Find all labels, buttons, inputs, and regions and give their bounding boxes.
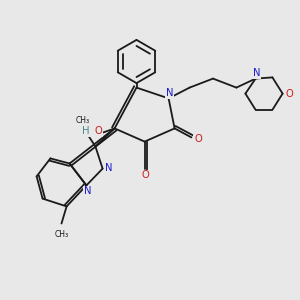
Text: N: N <box>253 68 260 78</box>
Text: N: N <box>166 88 174 98</box>
Text: N: N <box>84 186 91 197</box>
Text: O: O <box>94 126 102 136</box>
Text: O: O <box>194 134 202 144</box>
Text: CH₃: CH₃ <box>76 116 90 125</box>
Text: O: O <box>285 88 293 99</box>
Text: N: N <box>105 163 112 173</box>
Text: O: O <box>142 170 150 180</box>
Text: H: H <box>82 126 89 136</box>
Text: CH₃: CH₃ <box>54 230 69 239</box>
